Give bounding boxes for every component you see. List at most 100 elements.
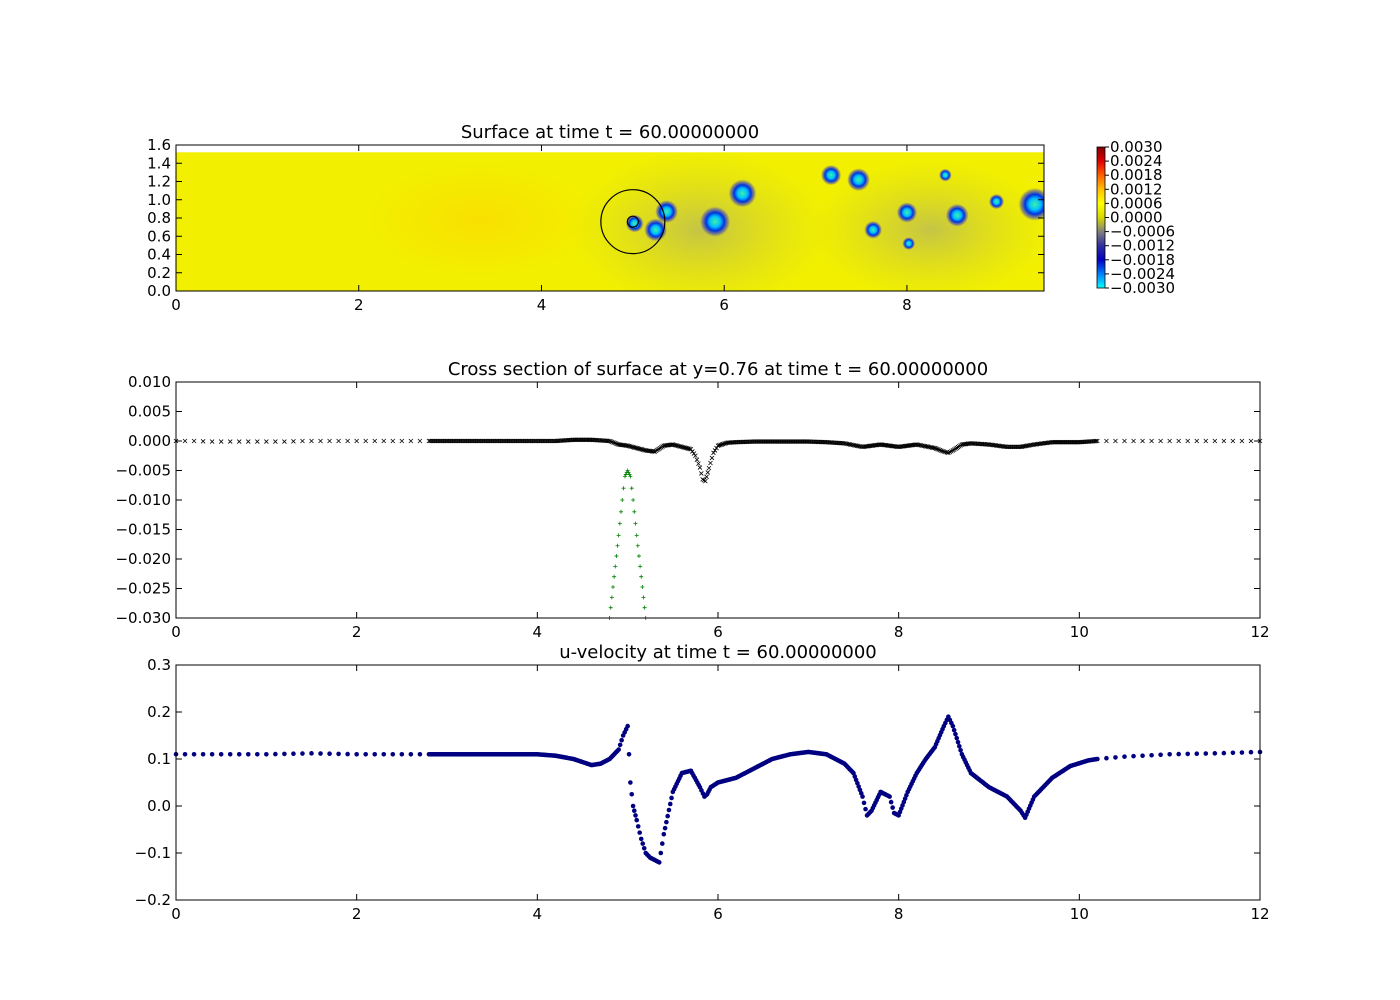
- cross-y-tick-label: 0.010: [128, 373, 171, 391]
- cross-section-point: [651, 449, 656, 454]
- cross-section-point: [675, 443, 681, 449]
- cross-section-point: [390, 438, 396, 444]
- cross-section-point: [693, 453, 698, 459]
- cross-section-point: [638, 446, 643, 452]
- depression-spot: [728, 179, 757, 208]
- u-velocity-point: [291, 751, 296, 757]
- cross-section-point: [1230, 438, 1236, 444]
- uvel-y-tick-label: 0.1: [147, 750, 171, 768]
- cross-section-point: [282, 439, 287, 444]
- u-velocity-point: [1095, 756, 1100, 762]
- reference-point: [625, 468, 630, 473]
- u-velocity-title: u-velocity at time t = 60.00000000: [559, 642, 877, 663]
- cross-section-point: [345, 438, 350, 444]
- u-velocity-point: [209, 752, 215, 757]
- cross-section-point: [680, 444, 686, 450]
- cross-section-point: [633, 445, 638, 451]
- u-velocity-point: [372, 752, 378, 757]
- cross-y-tick-label: 0.000: [128, 432, 171, 450]
- u-velocity-point: [625, 723, 630, 729]
- cross-section-point: [408, 438, 414, 444]
- cross-section-point: [236, 439, 242, 444]
- colorbar-label: 0.0018: [1110, 166, 1163, 184]
- cross-section-panel: Cross section of surface at y=0.76 at ti…: [115, 359, 1269, 641]
- cross-section-point: [699, 471, 704, 476]
- cross-section-point: [711, 450, 716, 456]
- u-velocity-point: [628, 780, 633, 785]
- surface-x-tick-label: 4: [537, 296, 547, 314]
- cross-section-point: [273, 439, 278, 444]
- cross-section-point: [673, 442, 678, 448]
- colorbar-label: 0.0000: [1110, 209, 1163, 227]
- u-velocity-point: [1140, 753, 1145, 759]
- reference-point: [638, 564, 643, 569]
- u-velocity-point: [664, 819, 669, 825]
- cross-section-point: [354, 438, 359, 444]
- cross-section-point: [1158, 438, 1163, 444]
- reference-point: [640, 585, 645, 590]
- u-velocity-point: [641, 846, 647, 851]
- reference-point: [617, 521, 622, 526]
- cross-section-axes-frame: [175, 381, 1261, 619]
- uvel-y-tick-label: −0.2: [135, 891, 171, 909]
- cross-section-point: [218, 439, 224, 444]
- u-velocity-point: [667, 801, 673, 807]
- uvel-y-tick-label: 0.3: [147, 656, 171, 674]
- cross-section-point: [706, 465, 712, 471]
- u-velocity-point: [381, 752, 387, 757]
- cross-section-point: [1221, 438, 1227, 444]
- cross-section-point: [613, 441, 619, 446]
- cross-section-point: [935, 446, 940, 452]
- cross-section-point: [626, 443, 632, 449]
- cross-section-point: [688, 446, 694, 452]
- u-velocity-point: [619, 737, 624, 743]
- reference-point: [642, 605, 647, 610]
- u-velocity-point: [659, 841, 665, 846]
- surface-y-tick-label: 0.2: [147, 264, 171, 282]
- u-velocity-point: [951, 727, 957, 733]
- cross-section-point: [300, 438, 305, 444]
- cross-section-point: [1149, 438, 1154, 444]
- cross-section-point: [1176, 438, 1181, 444]
- cross-section-point: [722, 441, 727, 446]
- u-velocity-point: [637, 830, 643, 835]
- colorbar-label: −0.0030: [1110, 279, 1175, 297]
- u-velocity-point: [1194, 751, 1200, 757]
- cross-section-point: [1185, 438, 1191, 444]
- uvel-y-tick-label: 0.0: [147, 797, 171, 815]
- u-velocity-point: [656, 860, 662, 865]
- cross-section-point: [708, 460, 713, 466]
- cross-section-point: [264, 439, 269, 444]
- cross-section-point: [719, 442, 725, 447]
- uvel-x-tick-label: 4: [533, 905, 543, 923]
- reference-point: [639, 574, 644, 579]
- u-velocity-point: [661, 831, 667, 837]
- cross-section-point: [682, 445, 687, 450]
- u-velocity-point: [182, 752, 188, 757]
- u-velocity-point: [669, 795, 674, 801]
- depression-spot: [864, 220, 883, 239]
- u-velocity-point: [1122, 754, 1127, 759]
- cross-section-point: [607, 438, 612, 444]
- reference-point: [629, 486, 634, 491]
- cross-section-point: [691, 451, 697, 456]
- surface-ticks: 0 2 4 6 8 0.00.20.40.60.81.01.21.41.6: [147, 136, 1044, 314]
- u-velocity-point: [273, 751, 278, 757]
- cross-section-point: [720, 441, 726, 447]
- u-velocity-point: [1104, 755, 1109, 761]
- cross-section-point: [937, 447, 943, 453]
- cross-section-point: [417, 438, 423, 444]
- cross-section-points: [173, 437, 1263, 620]
- surface-x-tick-label: 8: [902, 296, 912, 314]
- cross-section-point: [1104, 438, 1109, 444]
- cross-section-point: [694, 457, 700, 462]
- cross-section-point: [683, 445, 689, 451]
- cross-y-tick-label: −0.010: [115, 491, 171, 509]
- u-velocity-point: [1239, 750, 1245, 755]
- cross-section-point: [336, 438, 341, 444]
- reference-point: [622, 474, 627, 479]
- u-velocity-point: [629, 791, 635, 797]
- cross-section-point: [932, 445, 938, 451]
- surface-y-tick-label: 1.4: [147, 154, 171, 172]
- cross-y-tick-label: −0.030: [115, 609, 171, 627]
